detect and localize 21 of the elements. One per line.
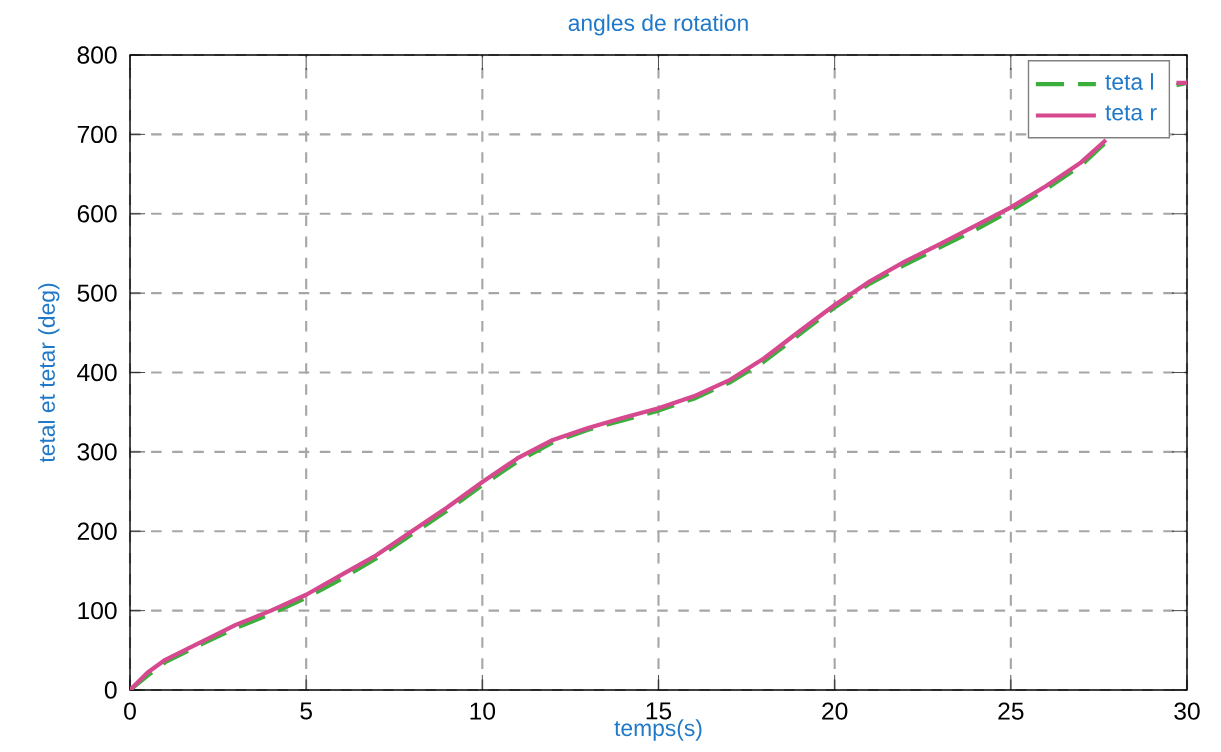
y-tick-label: 800 <box>77 46 117 64</box>
y-tick-label: 300 <box>77 443 117 461</box>
legend-label: teta r <box>1105 105 1157 121</box>
legend-label: teta l <box>1105 72 1153 90</box>
x-tick-label: 30 <box>1174 702 1200 720</box>
y-tick-label: 600 <box>77 204 117 223</box>
y-tick-label: 0 <box>104 681 117 699</box>
chart-title: angles de rotation <box>568 14 748 36</box>
x-tick-label: 15 <box>646 702 672 720</box>
y-tick-label: 400 <box>77 363 117 382</box>
y-tick-label: 200 <box>77 522 117 540</box>
y-tick-label: 700 <box>77 125 117 143</box>
y-axis-title: tetal et tetar (deg) <box>38 283 60 463</box>
x-tick-label: 5 <box>300 702 312 720</box>
x-tick-label: 10 <box>470 702 496 720</box>
y-tick-label: 100 <box>78 601 117 620</box>
y-tick-label: 500 <box>77 284 117 302</box>
x-tick-label: 0 <box>124 702 136 720</box>
x-tick-label: 25 <box>998 702 1024 720</box>
x-axis-title: temps(s) <box>614 719 702 741</box>
x-tick-label: 20 <box>822 702 848 720</box>
